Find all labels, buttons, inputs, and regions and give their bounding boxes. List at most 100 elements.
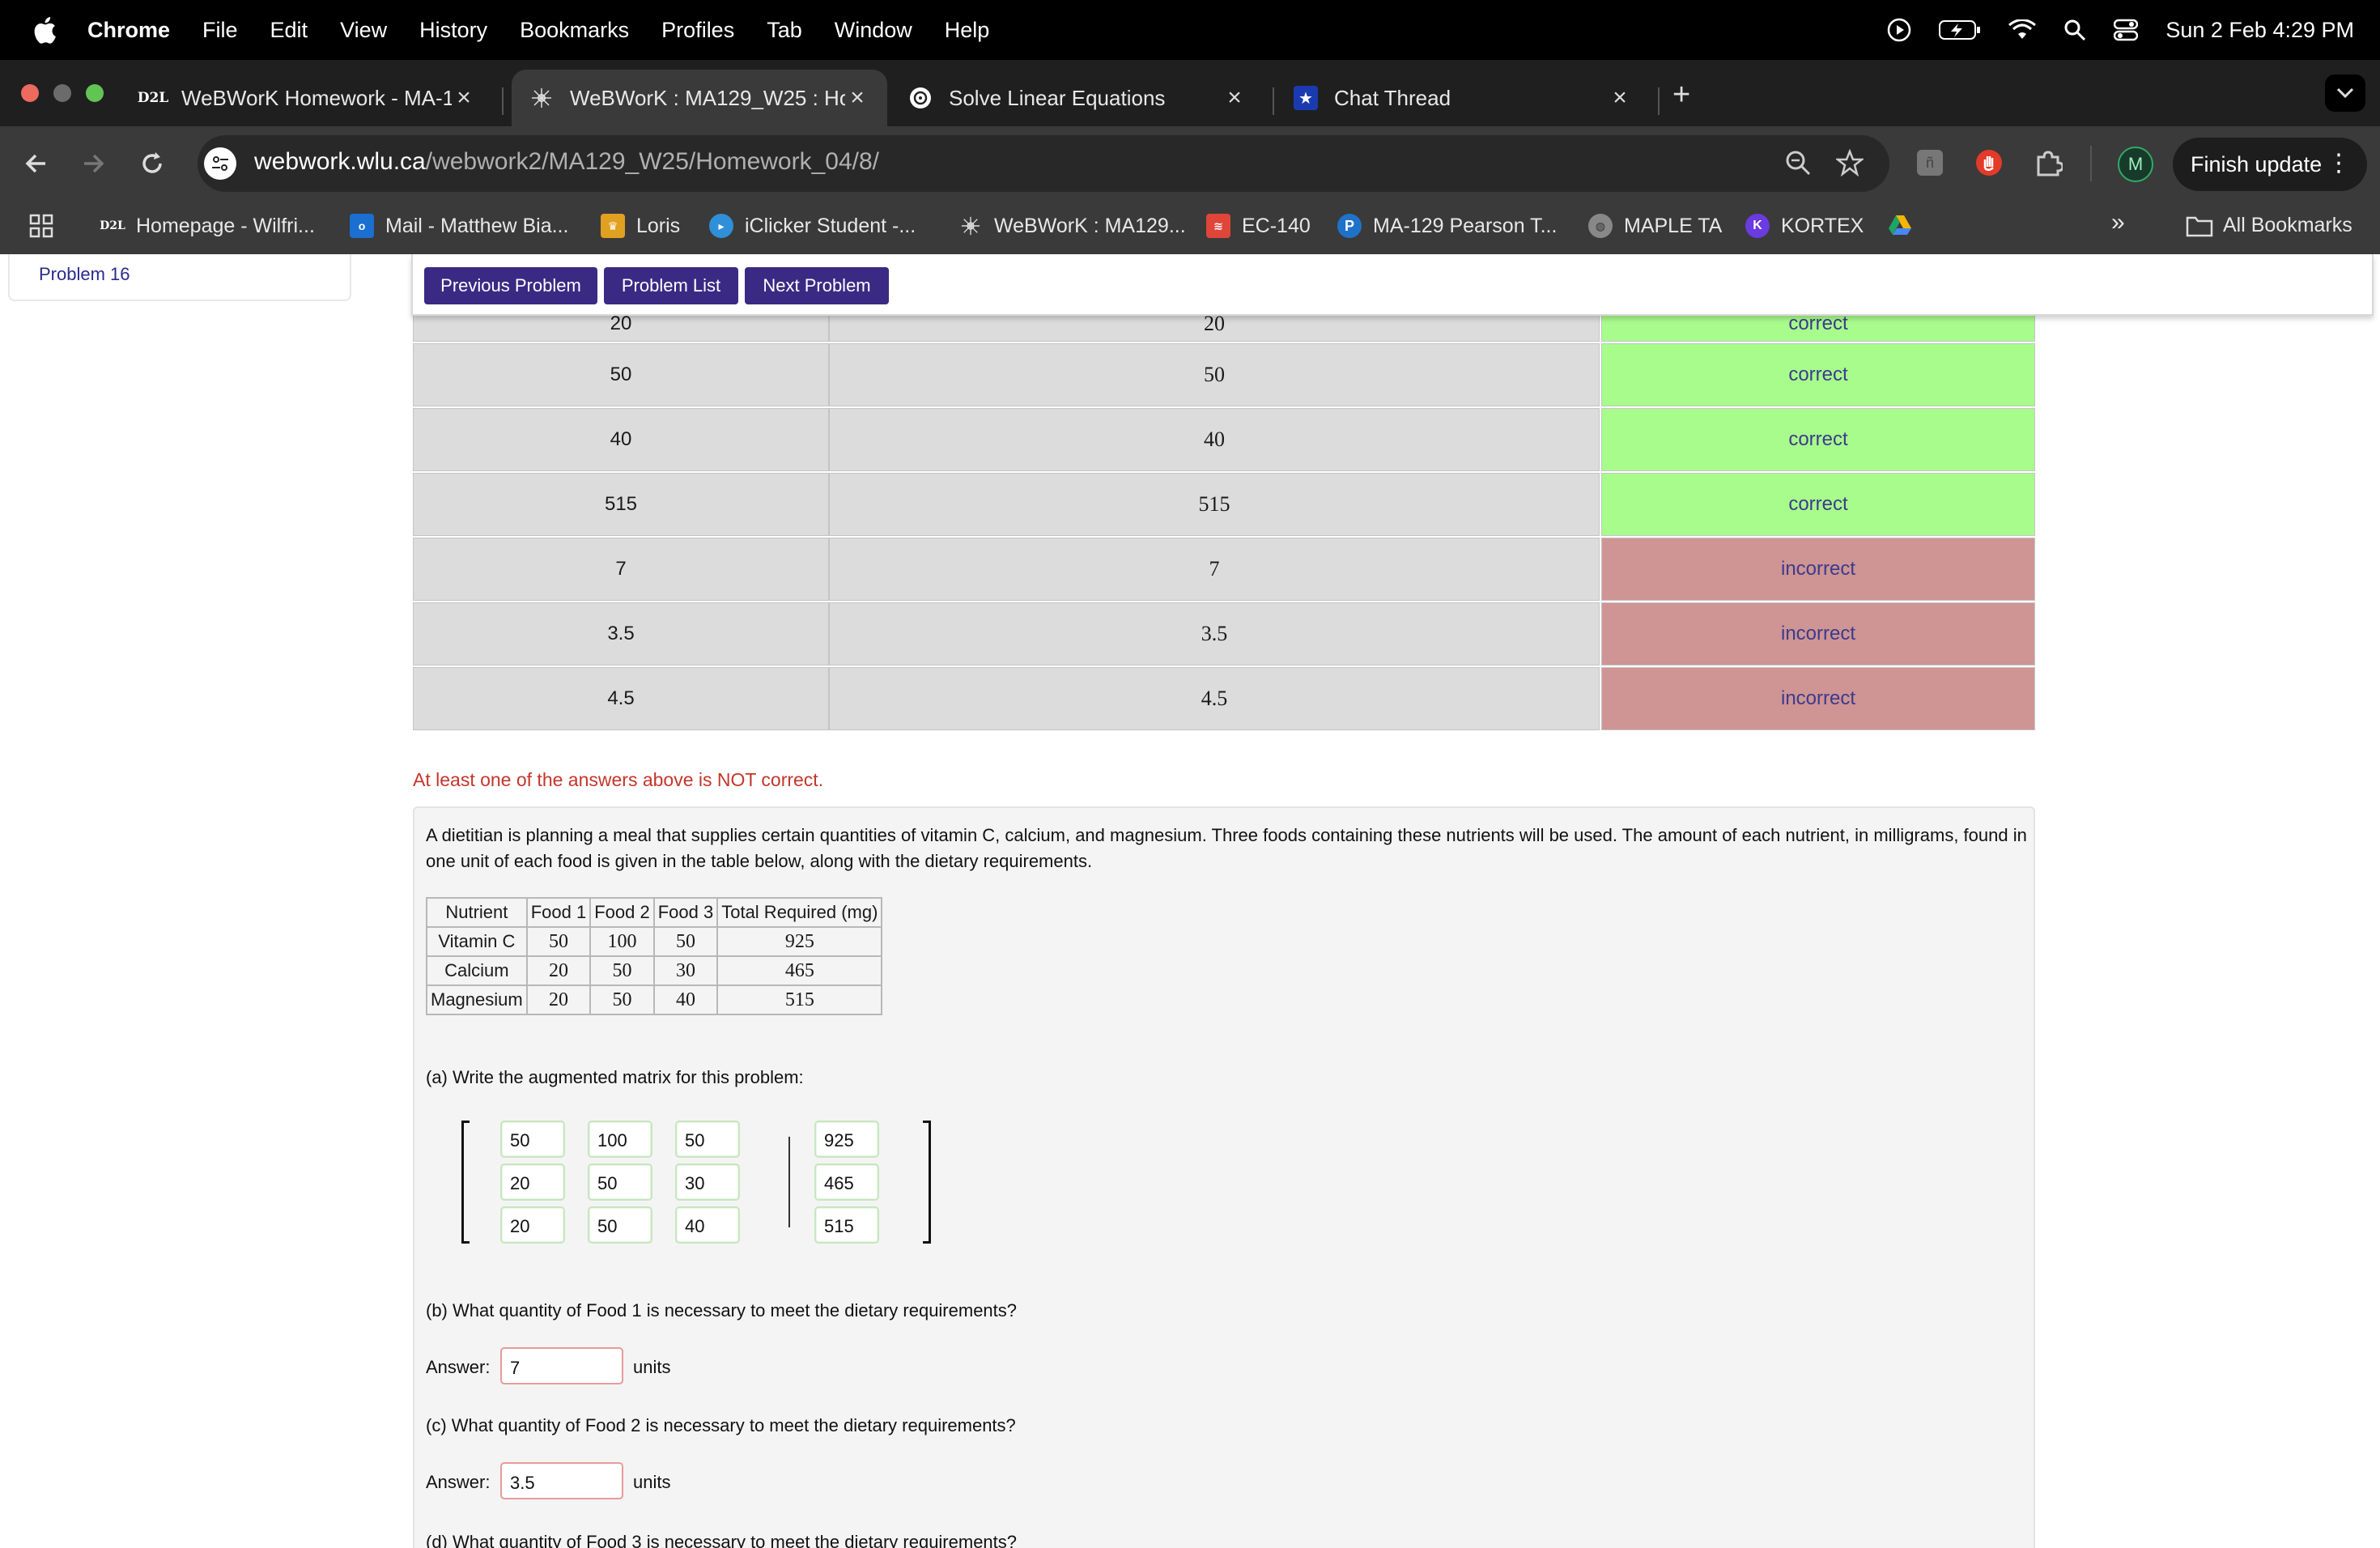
table-cell: 50 [589,985,655,1015]
menu-history[interactable]: History [419,17,488,42]
result-status-cell: correct [1601,473,2035,536]
matrix-input-r2c2[interactable]: 50 [588,1163,652,1201]
food-2-answer-input[interactable]: 3.5 [500,1462,623,1499]
globe-icon: ◍ [1588,214,1613,238]
browser-tab-strip: D2L WeBWorK Homework - MA-129 × WeBWorK … [0,60,2380,126]
control-center-icon[interactable] [2114,19,2139,41]
matrix-input-r3c2[interactable]: 50 [588,1206,652,1244]
menu-view[interactable]: View [340,17,388,42]
matrix-input-r1c2[interactable]: 100 [588,1121,652,1158]
battery-charging-icon[interactable] [1939,19,1981,40]
bookmark-label: iClicker Student -... [745,214,916,237]
bookmark-label: EC-140 [1242,214,1311,237]
tab-title: Chat Thread [1334,85,1451,110]
tab-solve-linear-equations[interactable]: Solve Linear Equations × [890,70,1264,126]
nutrient-table: Nutrient Food 1 Food 2 Food 3 Total Requ… [426,897,883,1015]
table-cell: 40 [652,985,719,1015]
extension-hand-icon[interactable] [1975,149,2003,176]
matrix-input-r1c4[interactable]: 925 [814,1121,879,1158]
matrix-input-r3c1[interactable]: 20 [500,1206,565,1244]
finish-update-button[interactable]: Finish update ⋮ [2173,138,2367,191]
matrix-right-bracket [923,1121,931,1244]
table-row: Calcium 20 50 30 465 [426,955,883,986]
new-tab-plus-icon[interactable]: + [1672,78,1691,112]
extensions-puzzle-icon[interactable] [2034,149,2063,178]
window-close-button[interactable] [21,84,39,102]
bookmark-iclicker[interactable]: ▸ iClicker Student -... [709,214,916,238]
site-settings-tune-icon[interactable] [204,147,236,180]
close-tab-icon[interactable]: × [850,84,865,111]
bookmark-webwork[interactable]: WeBWorK : MA129... [958,214,1186,238]
sidebar-link-problem-16[interactable]: Problem 16 [39,264,130,284]
bookmark-maple-ta[interactable]: ◍ MAPLE TA [1588,214,1722,238]
matrix-input-r1c1[interactable]: 50 [500,1121,565,1158]
close-tab-icon[interactable]: × [457,84,471,111]
bookmarks-bar: D2L Homepage - Wilfri... o Mail - Matthe… [0,201,2380,254]
extension-puzzle-grey-icon[interactable]: ñ [1917,150,1943,176]
matrix-input-r3c3[interactable]: 40 [675,1206,740,1244]
previous-problem-button[interactable]: Previous Problem [424,267,597,304]
food-1-answer-input[interactable]: 7 [500,1347,623,1384]
close-tab-icon[interactable]: × [1227,84,1242,111]
menu-app-chrome[interactable]: Chrome [87,17,171,42]
window-zoom-button[interactable] [86,84,104,102]
bookmark-loris[interactable]: ♛ Loris [601,214,680,238]
answer-label: Answer: [426,1357,491,1377]
column-header: Food 1 [525,897,592,928]
apps-grid-icon[interactable] [29,214,53,238]
bookmark-star-icon[interactable] [1836,149,1864,176]
table-row: 40 40 correct [413,408,2035,473]
tab-search-chevron-icon[interactable] [2325,74,2365,112]
forward-arrow-icon[interactable] [79,149,108,178]
tab-title: WeBWorK : MA129_W25 : Homework_04/8 [570,85,845,110]
all-bookmarks-folder[interactable]: All Bookmarks [2186,214,2352,237]
menu-bar-clock[interactable]: Sun 2 Feb 4:29 PM [2165,17,2354,42]
zoom-magnifier-icon[interactable] [1784,149,1812,176]
play-circle-icon[interactable] [1887,18,1911,42]
profile-avatar[interactable]: M [2118,147,2153,182]
next-problem-button[interactable]: Next Problem [745,267,889,304]
apple-logo-icon[interactable] [32,16,57,44]
bookmark-kortex[interactable]: K KORTEX [1745,214,1864,238]
menu-tab[interactable]: Tab [767,17,802,42]
bookmark-google-drive[interactable] [1888,214,1912,236]
chatgpt-favicon-icon [908,86,933,110]
more-bookmarks-chevron-icon[interactable]: » [2111,209,2125,236]
all-bookmarks-label: All Bookmarks [2223,214,2352,236]
tab-webwork-homework-d2l[interactable]: D2L WeBWorK Homework - MA-129 × [123,70,494,126]
menu-help[interactable]: Help [944,17,990,42]
bookmark-ec140[interactable]: ≋ EC-140 [1206,214,1311,238]
bookmark-d2l-homepage[interactable]: D2L Homepage - Wilfri... [100,214,315,238]
folder-icon [2186,216,2213,236]
close-tab-icon[interactable]: × [1613,84,1627,111]
matrix-input-r3c4[interactable]: 515 [814,1206,879,1244]
problem-list-button[interactable]: Problem List [604,267,738,304]
matrix-input-r2c1[interactable]: 20 [500,1163,565,1201]
reload-icon[interactable] [138,149,167,178]
star-favicon-icon: ★ [1294,86,1318,110]
menu-file[interactable]: File [202,17,238,42]
window-minimize-button[interactable] [53,84,71,102]
entered-cell: 515 [413,473,829,536]
tab-chat-thread[interactable]: ★ Chat Thread × [1276,70,1650,126]
matrix-input-r2c4[interactable]: 465 [814,1163,879,1201]
tab-webwork-ma129[interactable]: WeBWorK : MA129_W25 : Homework_04/8 × [512,70,887,126]
menu-bookmarks[interactable]: Bookmarks [520,17,630,42]
menu-window[interactable]: Window [834,17,912,42]
back-arrow-icon[interactable] [21,149,50,178]
bookmark-pearson[interactable]: P MA-129 Pearson T... [1337,214,1557,238]
table-cell: 50 [652,926,719,957]
bookmark-mail[interactable]: o Mail - Matthew Bia... [350,214,568,238]
entered-cell: 50 [413,343,829,406]
bookmark-label: Mail - Matthew Bia... [385,214,569,237]
spotlight-search-icon[interactable] [2063,19,2086,41]
wifi-icon[interactable] [2008,19,2037,40]
table-cell: 30 [652,955,719,986]
address-bar[interactable] [198,135,1889,192]
matrix-input-r2c3[interactable]: 30 [675,1163,740,1201]
preview-cell: 4.5 [829,667,1600,730]
matrix-input-r1c3[interactable]: 50 [675,1121,740,1158]
menu-edit[interactable]: Edit [270,17,308,42]
address-url[interactable]: webwork.wlu.ca/webwork2/MA129_W25/Homewo… [254,148,879,176]
menu-profiles[interactable]: Profiles [661,17,735,42]
